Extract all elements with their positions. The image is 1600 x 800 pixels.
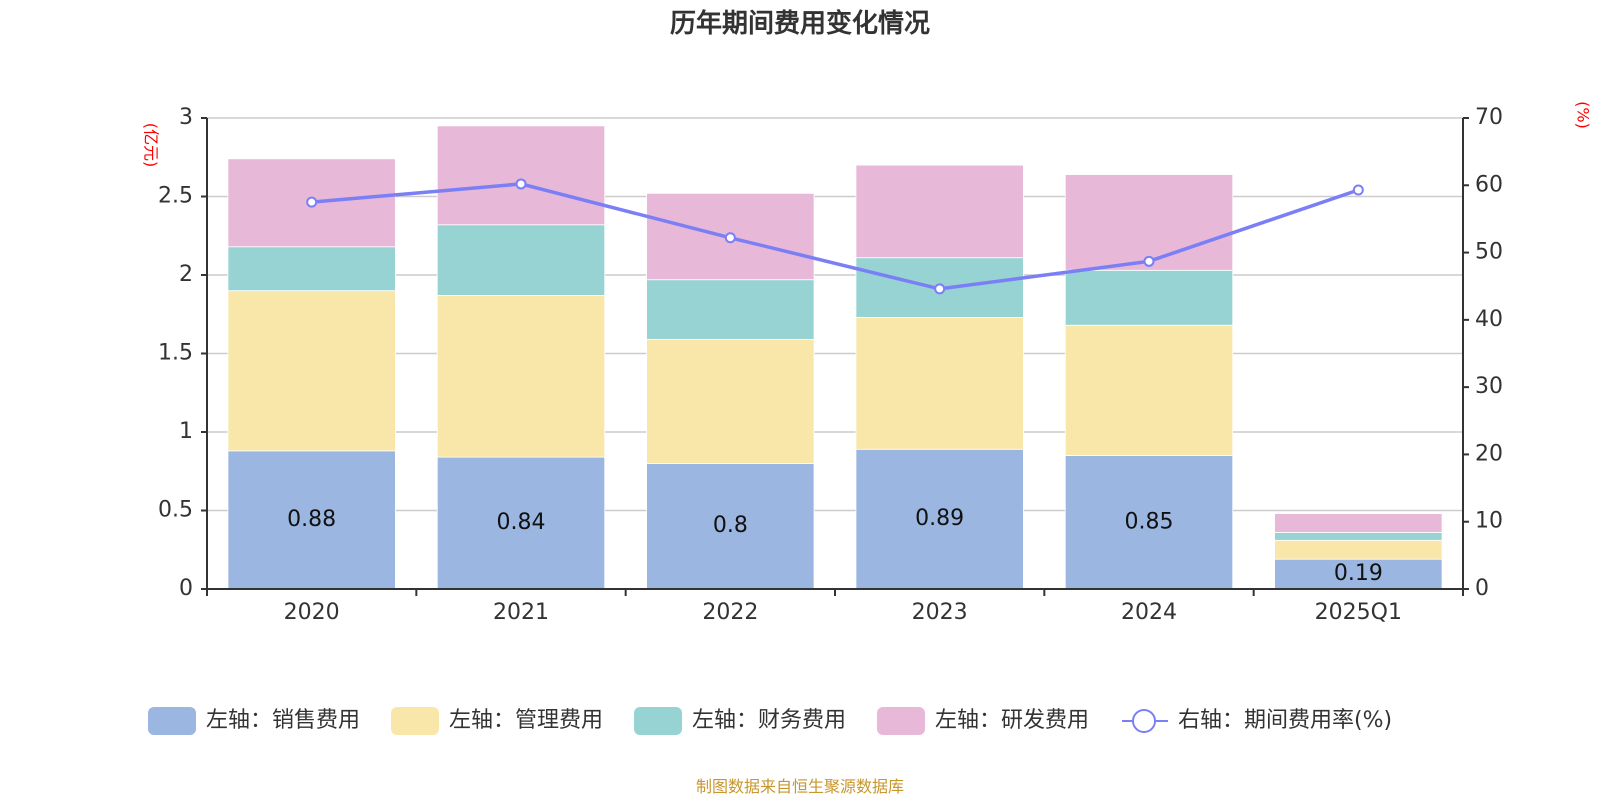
rate-point [1352, 184, 1364, 196]
legend-item[interactable]: 左轴：研发费用 [877, 707, 1089, 735]
source-note: 制图数据来自恒生聚源数据库 [696, 777, 904, 796]
legend-label: 左轴：研发费用 [935, 708, 1089, 733]
rate-point [934, 283, 946, 295]
x-tick-label: 2023 [912, 600, 968, 625]
left-tick-label: 1 [179, 419, 193, 444]
bar-segment [1274, 532, 1443, 541]
legend-label: 左轴：财务费用 [692, 708, 846, 733]
bar-segment [1064, 174, 1234, 271]
bar-segment [227, 290, 396, 452]
right-axis-unit: (%) [1574, 101, 1593, 129]
rate-point [306, 196, 318, 208]
right-tick-label: 20 [1475, 441, 1503, 466]
x-tick-label: 2024 [1121, 600, 1177, 625]
left-axis-unit: (亿元) [142, 123, 161, 168]
gridlines [207, 117, 1463, 512]
bar-segment [1064, 324, 1234, 456]
legend-swatch [391, 707, 439, 735]
right-tick-label: 10 [1475, 509, 1503, 534]
bar-segment [436, 224, 606, 296]
left-tick-label: 1.5 [158, 341, 193, 366]
legend-label: 左轴：销售费用 [206, 708, 360, 733]
bar-data-label: 0.19 [1334, 561, 1383, 586]
x-tick-label: 2020 [284, 600, 340, 625]
left-tick-label: 3 [179, 105, 193, 130]
rate-line-path [311, 182, 1359, 291]
bar-segment [436, 295, 606, 458]
bar-segment [855, 164, 1024, 259]
left-tick-label: 2.5 [158, 184, 193, 209]
bar-data-label: 0.89 [915, 506, 964, 531]
legend-item[interactable]: 右轴：期间费用率(%) [1122, 708, 1392, 733]
legend-item[interactable]: 左轴：管理费用 [391, 707, 603, 735]
legend-circle-icon [1132, 709, 1156, 733]
right-tick-label: 70 [1475, 105, 1503, 130]
rate-point [1143, 255, 1155, 267]
bar-segment [436, 456, 606, 590]
rate-point [724, 232, 736, 244]
bar-segment [1064, 455, 1234, 590]
bar-segment [646, 279, 815, 340]
right-tick-label: 50 [1475, 240, 1503, 265]
left-tick-label: 2 [179, 262, 193, 287]
left-tick-label: 0 [179, 576, 193, 601]
legend-label: 左轴：管理费用 [449, 708, 603, 733]
rate-point [515, 178, 527, 190]
legend-swatch [634, 707, 682, 735]
legend-label: 右轴：期间费用率(%) [1178, 708, 1392, 733]
data-labels: 0.88 0.84 0.8 0.89 0.85 0.19 [287, 506, 1383, 586]
bar-segment [1274, 513, 1443, 533]
right-tick-label: 30 [1475, 374, 1503, 399]
x-tick-label: 2025Q1 [1315, 600, 1402, 625]
bar-data-label: 0.88 [287, 507, 336, 532]
legend-item[interactable]: 左轴：销售费用 [148, 707, 360, 735]
bar-data-label: 0.84 [497, 510, 546, 535]
bar-segment [1064, 269, 1234, 326]
bars [227, 125, 1443, 590]
rate-line [306, 178, 1364, 295]
bar-segment [436, 125, 606, 226]
bar-segment [227, 246, 396, 292]
x-tick-label: 2022 [702, 600, 758, 625]
bar-segment [1274, 539, 1443, 560]
left-tick-label: 0.5 [158, 498, 193, 523]
bar-segment [646, 338, 815, 464]
bar-segment [1274, 558, 1443, 590]
bar-data-label: 0.85 [1125, 509, 1174, 534]
right-tick-label: 0 [1475, 576, 1489, 601]
legend-swatch [877, 707, 925, 735]
right-tick-label: 60 [1475, 172, 1503, 197]
legend-item[interactable]: 左轴：财务费用 [634, 707, 846, 735]
bar-data-label: 0.8 [713, 513, 748, 538]
right-tick-label: 40 [1475, 307, 1503, 332]
legend: 左轴：销售费用 左轴：管理费用 左轴：财务费用 左轴：研发费用 右轴：期间费用率(%) [148, 707, 1392, 735]
bar-segment [227, 450, 396, 590]
bar-segment [855, 448, 1024, 590]
bar-segment [855, 316, 1024, 450]
x-tick-label: 2021 [493, 600, 549, 625]
chart-title: 历年期间费用变化情况 [670, 8, 930, 39]
legend-swatch [148, 707, 196, 735]
